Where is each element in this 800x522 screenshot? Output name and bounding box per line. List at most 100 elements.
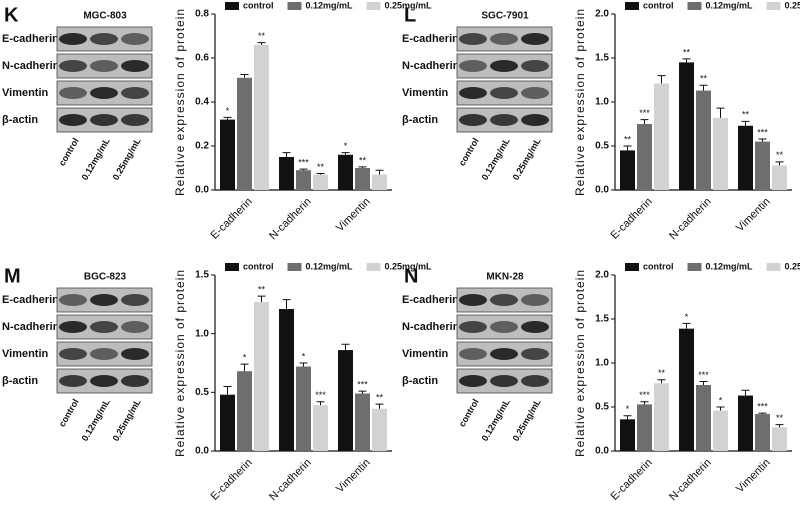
x-tick-label: Vimentin xyxy=(334,457,373,496)
significance-label: ** xyxy=(776,150,784,160)
panel: M BGC-823 E-cadherin N-cadherin Vimentin β-ac… xyxy=(2,261,432,503)
lane-label: 0.12mg/mL xyxy=(80,136,112,182)
legend-label: 0.25mg/mL xyxy=(785,261,800,271)
blot-band xyxy=(121,375,149,387)
blot-band xyxy=(459,321,487,333)
lane-label: 0.12mg/mL xyxy=(480,136,512,182)
blot-band xyxy=(459,348,487,360)
bar xyxy=(637,404,652,451)
legend-label: control xyxy=(243,0,274,10)
x-tick-label: Vimentin xyxy=(734,196,773,235)
bar xyxy=(696,385,711,451)
bar xyxy=(679,328,694,451)
error-bar xyxy=(358,166,367,168)
y-tick-label: 0.6 xyxy=(195,53,209,64)
y-tick-label: 1.0 xyxy=(595,358,609,369)
bar xyxy=(313,174,328,190)
error-bar xyxy=(682,322,691,329)
y-tick-label: 2.0 xyxy=(595,9,609,20)
legend-swatch xyxy=(366,263,381,271)
bar xyxy=(372,408,387,451)
blot-band xyxy=(90,375,118,387)
blot-title: MGC-803 xyxy=(83,11,127,22)
x-tick-label: E-cadherin xyxy=(209,196,255,242)
error-bar xyxy=(716,107,725,118)
legend-label: 0.12mg/mL xyxy=(306,261,354,271)
error-bar xyxy=(282,152,291,157)
significance-label: ** xyxy=(742,110,750,120)
legend-swatch xyxy=(287,263,302,271)
error-bar xyxy=(758,412,767,415)
blot-band xyxy=(521,114,549,126)
bar xyxy=(755,414,770,451)
blot-title: BGC-823 xyxy=(84,272,127,283)
blot-band xyxy=(121,114,149,126)
error-bar xyxy=(623,145,632,151)
panel: L SGC-7901 E-cadherin N-cadherin Vimentin β-a… xyxy=(402,0,800,242)
bar xyxy=(772,165,787,190)
bar xyxy=(355,393,370,451)
blot-band xyxy=(521,87,549,99)
blot-band xyxy=(490,33,518,45)
bar xyxy=(254,301,269,451)
blot-band xyxy=(121,33,149,45)
error-bar xyxy=(299,168,308,171)
bar xyxy=(654,83,669,190)
error-bar xyxy=(716,406,725,411)
bar xyxy=(220,394,235,451)
lane-label: control xyxy=(457,136,481,167)
lane-label: 0.12mg/mL xyxy=(80,397,112,443)
legend-swatch xyxy=(687,263,702,271)
blot-band xyxy=(459,375,487,387)
significance-label: ** xyxy=(376,392,384,402)
significance-label: * xyxy=(719,395,723,405)
error-bar xyxy=(223,385,232,395)
significance-label: *** xyxy=(639,108,650,118)
blot-band xyxy=(459,294,487,306)
x-tick-label: Vimentin xyxy=(734,457,773,496)
row-label: Vimentin xyxy=(402,348,449,360)
blot-band xyxy=(490,294,518,306)
bar xyxy=(279,309,294,451)
error-bar xyxy=(775,424,784,428)
legend-swatch xyxy=(225,263,239,271)
row-label: Vimentin xyxy=(2,348,49,360)
error-bar xyxy=(240,363,249,372)
significance-label: * xyxy=(226,106,230,116)
significance-label: *** xyxy=(639,390,650,400)
bar xyxy=(254,44,269,190)
y-tick-label: 0.5 xyxy=(595,141,609,152)
panel: K MGC-803 E-cadherin N-cadherin Vimentin β-ac… xyxy=(2,0,432,242)
y-tick-label: 0.4 xyxy=(195,97,209,108)
y-tick-label: 1.5 xyxy=(195,270,209,281)
error-bar xyxy=(640,119,649,124)
significance-label: * xyxy=(302,351,306,361)
error-bar xyxy=(299,362,308,367)
bar xyxy=(713,410,728,451)
x-tick-label: N-cadherin xyxy=(267,457,314,504)
legend-label: control xyxy=(243,261,274,271)
blot-band xyxy=(90,60,118,72)
y-axis-label: Relative expression of protein xyxy=(573,269,587,457)
legend-swatch xyxy=(287,2,302,10)
x-tick-label: N-cadherin xyxy=(667,457,714,504)
bar xyxy=(772,427,787,451)
bar xyxy=(296,366,311,451)
error-bar xyxy=(758,138,767,142)
significance-label: * xyxy=(685,312,689,322)
bar xyxy=(755,141,770,190)
y-tick-label: 0.2 xyxy=(195,141,209,152)
row-label: E-cadherin xyxy=(2,294,59,306)
significance-label: *** xyxy=(298,157,309,167)
legend-label: control xyxy=(643,261,674,271)
legend-label: 0.25mg/mL xyxy=(385,0,433,10)
significance-label: ** xyxy=(258,31,266,41)
row-label: N-cadherin xyxy=(2,60,60,72)
lane-label: control xyxy=(57,136,81,167)
panel-label: M xyxy=(4,265,21,287)
significance-label: * xyxy=(626,404,630,414)
significance-label: ** xyxy=(700,74,708,84)
lane-label: 0.12mg/mL xyxy=(480,397,512,443)
bar xyxy=(620,150,635,190)
